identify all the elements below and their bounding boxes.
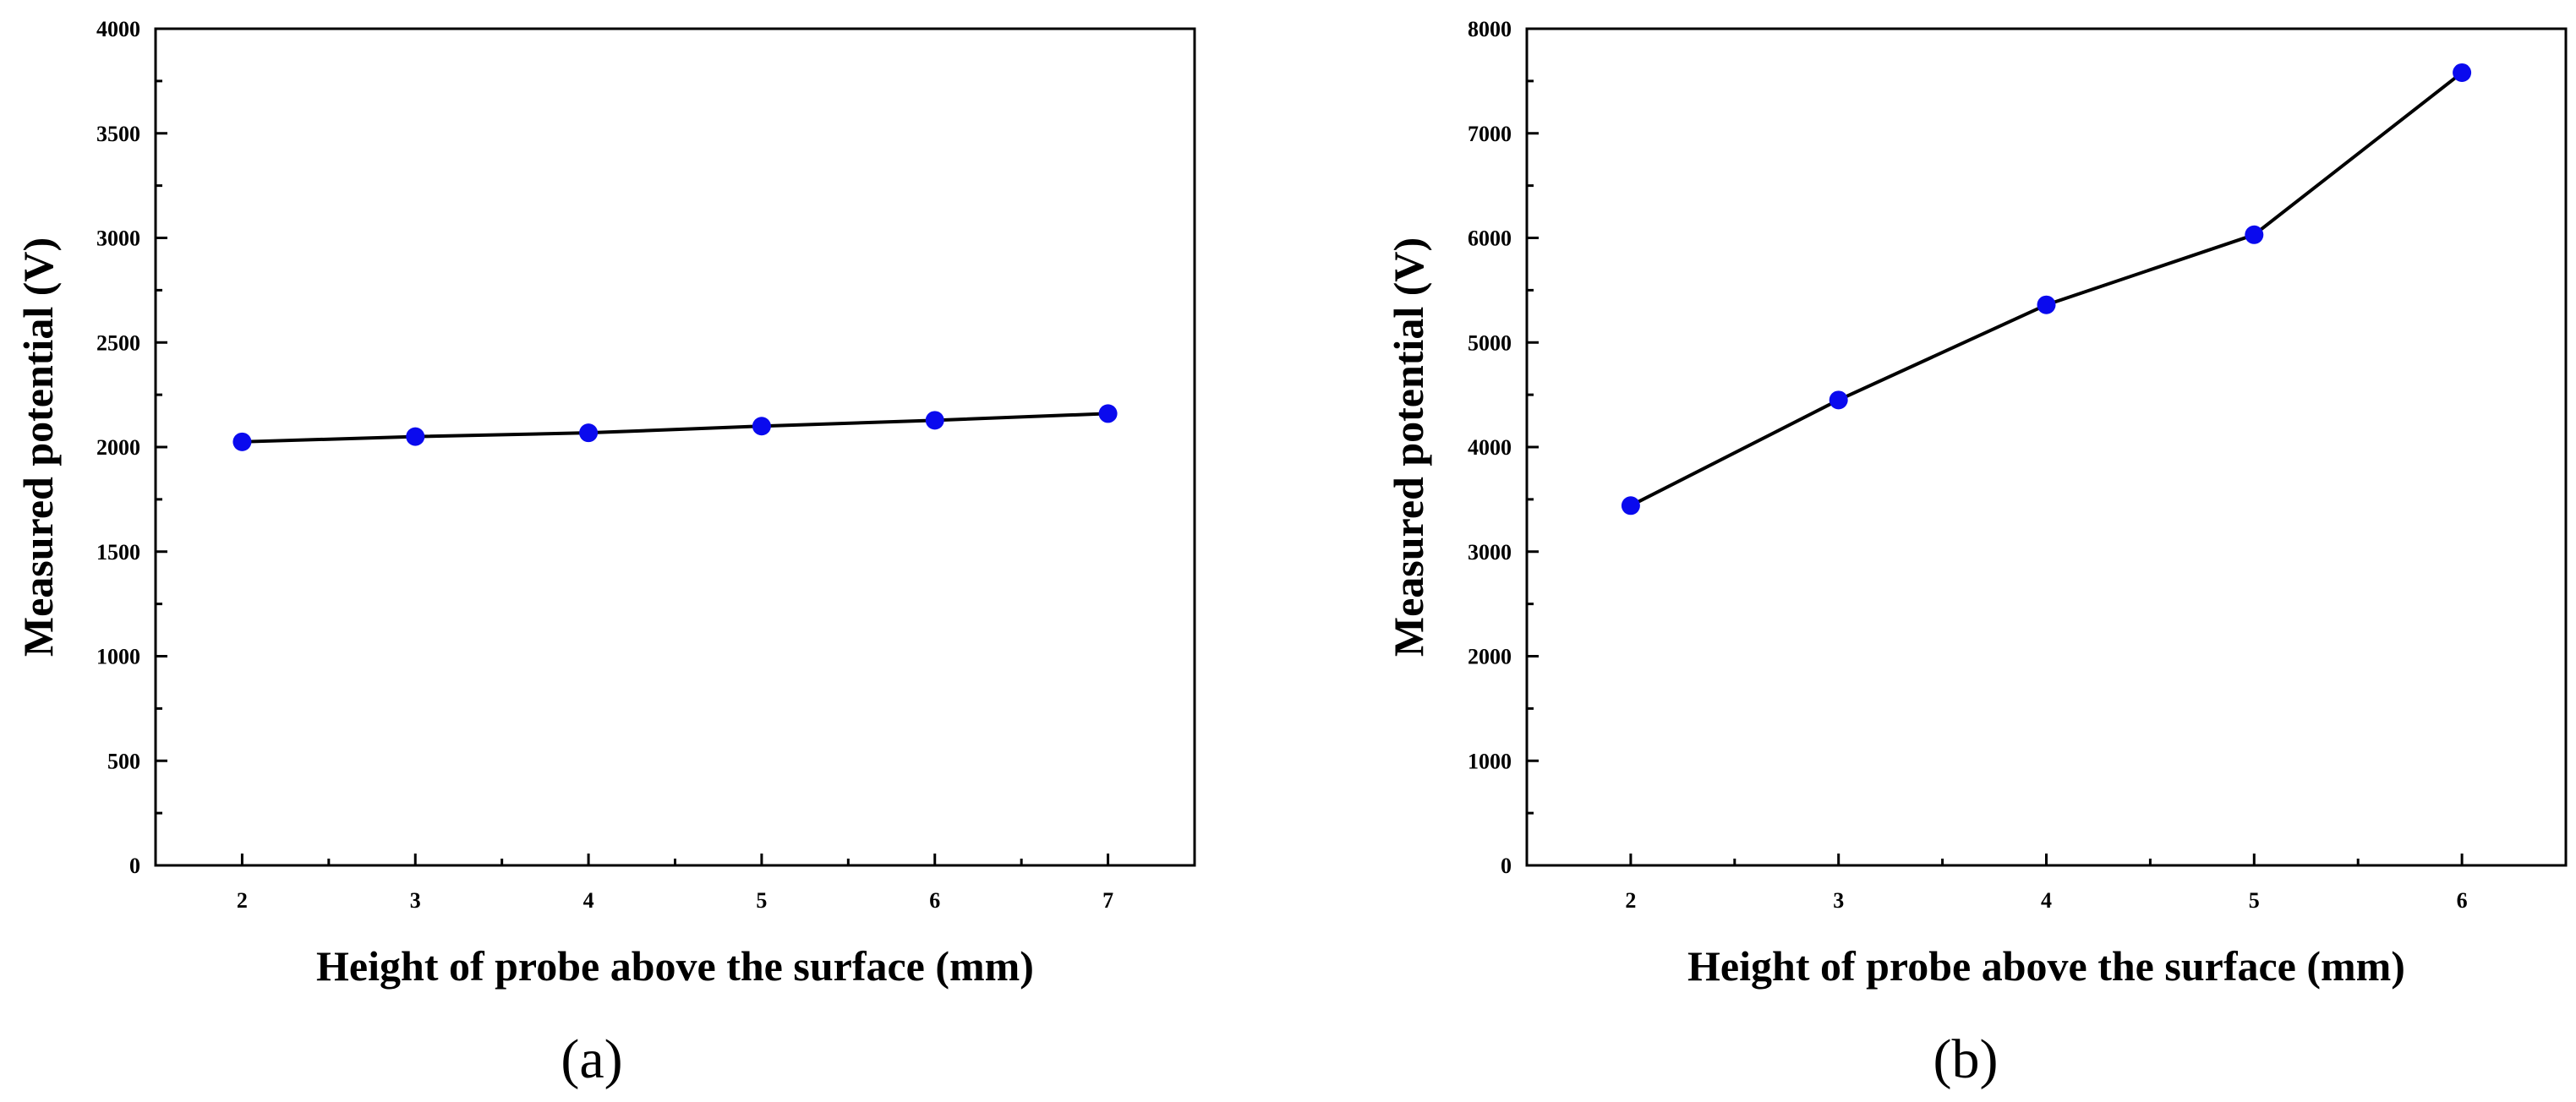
x-tick-label: 3 — [410, 888, 421, 913]
data-point — [1621, 496, 1640, 516]
y-tick-label: 0 — [129, 854, 140, 878]
y-tick-label: 8000 — [1468, 17, 1512, 41]
x-tick-label: 5 — [756, 888, 767, 913]
y-tick-label: 0 — [1501, 854, 1512, 878]
y-tick-label: 1000 — [1468, 749, 1512, 773]
y-tick-label: 1500 — [96, 540, 140, 565]
panel-label: (b) — [1933, 1028, 1999, 1090]
x-tick-label: 6 — [929, 888, 940, 913]
y-axis-title: Measured potential (V) — [1385, 237, 1432, 657]
y-tick-label: 4000 — [1468, 435, 1512, 460]
data-point — [2453, 63, 2472, 82]
data-point — [1098, 404, 1118, 423]
y-tick-label: 6000 — [1468, 226, 1512, 251]
y-tick-label: 2000 — [96, 435, 140, 460]
x-tick-label: 5 — [2249, 888, 2260, 913]
x-tick-label: 2 — [1625, 888, 1636, 913]
y-tick-label: 4000 — [96, 17, 140, 41]
x-tick-label: 4 — [583, 888, 594, 913]
y-tick-label: 3500 — [96, 122, 140, 146]
plot-frame — [154, 27, 1196, 867]
y-tick-label: 1000 — [96, 645, 140, 669]
x-axis-title: Height of probe above the surface (mm) — [316, 942, 1034, 990]
data-point — [752, 417, 771, 436]
data-point — [579, 423, 599, 443]
y-tick-label: 7000 — [1468, 122, 1512, 146]
y-tick-label: 3000 — [96, 226, 140, 251]
x-tick-label: 7 — [1102, 888, 1113, 913]
x-tick-label: 4 — [2041, 888, 2052, 913]
y-tick-label: 500 — [107, 749, 140, 773]
x-axis-title: Height of probe above the surface (mm) — [1687, 942, 2405, 990]
data-point — [2037, 295, 2056, 314]
chart-b: 0 1000 2000 3000 4000 5000 6000 7000 8000 2 3 4 5 6 He… — [1385, 17, 2568, 1090]
data-point — [232, 432, 252, 451]
series-line — [1629, 71, 2464, 508]
y-tick-label: 2500 — [96, 330, 140, 355]
x-tick-label: 3 — [1833, 888, 1844, 913]
chart-a: 0 500 1000 1500 2000 2500 3000 3500 4000 2 3 4 5 6 7 He… — [14, 17, 1196, 1090]
y-tick-label: 3000 — [1468, 540, 1512, 565]
x-tick-label: 2 — [237, 888, 248, 913]
x-tick-label: 6 — [2457, 888, 2468, 913]
data-point — [406, 427, 425, 446]
y-tick-label: 5000 — [1468, 330, 1512, 355]
y-tick-label: 2000 — [1468, 645, 1512, 669]
y-axis-title: Measured potential (V) — [14, 237, 62, 657]
series-line — [242, 412, 1108, 444]
data-point — [2245, 225, 2264, 244]
data-point — [925, 411, 944, 430]
data-point — [1829, 390, 1848, 410]
plot-frame — [1525, 27, 2568, 867]
panel-label: (a) — [561, 1028, 622, 1090]
